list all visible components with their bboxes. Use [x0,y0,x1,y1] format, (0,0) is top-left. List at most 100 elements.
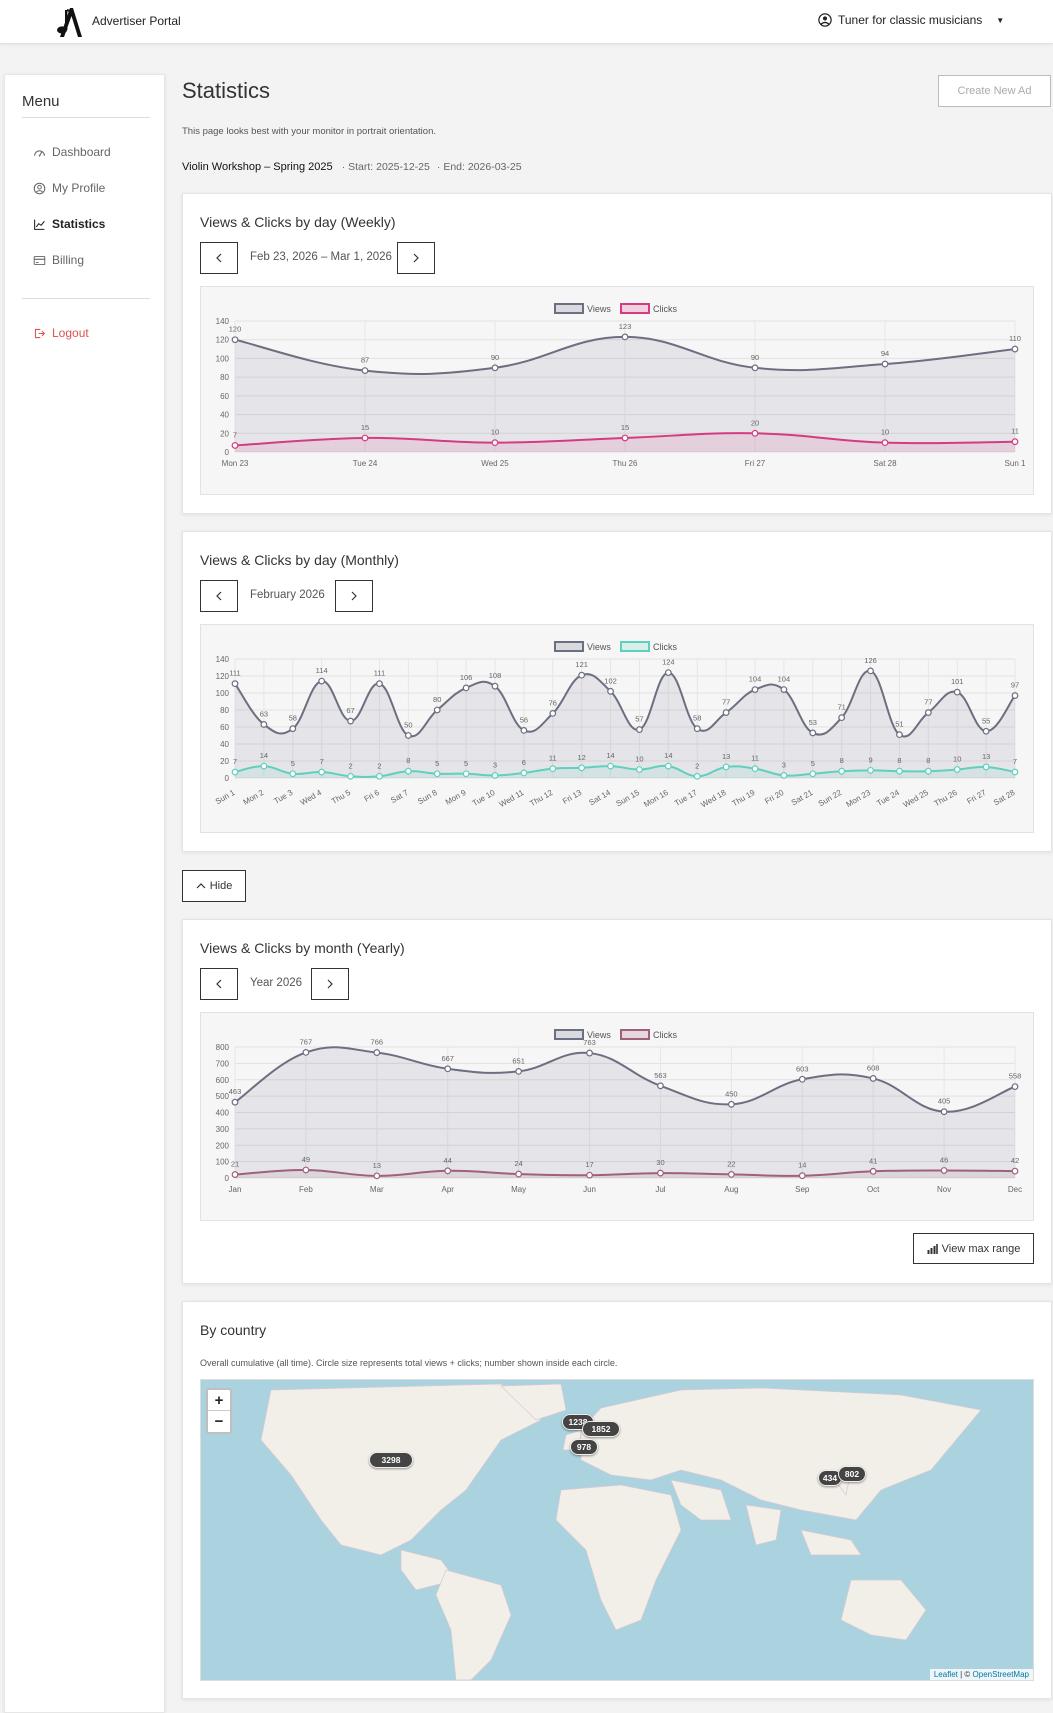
data-label: 9 [868,755,872,764]
data-point [798,1172,806,1180]
data-point [896,731,903,739]
sidebar-item-my-profile[interactable]: My Profile [33,181,105,195]
data-point [953,766,961,773]
country-marker[interactable]: 802 [838,1466,866,1482]
series-area [235,336,1015,452]
leaflet-link[interactable]: Leaflet [933,1670,958,1679]
campaign-start: · Start: 2025-12-25 [341,161,430,173]
zoom-in-button[interactable]: + [208,1390,230,1411]
data-label: 121 [575,660,588,669]
prev-year-button[interactable] [200,968,238,1000]
data-label: 126 [864,656,877,665]
country-card: By country Overall cumulative (all time)… [182,1301,1052,1699]
y-tick-label: 0 [225,774,230,783]
data-label: 763 [583,1038,596,1047]
next-month-button[interactable] [335,580,373,612]
data-point [520,726,528,734]
data-label: 111 [374,669,385,678]
series-line [234,1168,1016,1177]
data-point [982,727,990,735]
data-point [924,709,932,716]
data-point [578,671,586,679]
data-label: 7 [320,757,324,766]
chevron-left-icon [216,979,222,989]
x-tick-label: Sun 8 [416,788,439,807]
country-marker[interactable]: 1852 [582,1421,620,1437]
country-marker[interactable]: 978 [570,1439,598,1455]
data-label: 463 [229,1087,242,1096]
hide-button[interactable]: Hide [182,870,246,902]
data-label: 11 [1011,427,1019,436]
create-new-ad-button[interactable]: Create New Ad [938,75,1051,107]
x-tick-label: Mar [370,1185,384,1194]
data-label: 57 [635,715,643,724]
chevron-right-icon [351,591,357,601]
x-tick-label: Tue 24 [875,788,901,808]
data-point [462,684,470,692]
map-attribution: Leaflet | © OpenStreetMap [929,1669,1033,1680]
data-label: 14 [260,751,268,760]
sidebar-item-dashboard[interactable]: Dashboard [33,145,111,159]
data-point [664,762,672,770]
campaign-end: · End: 2026-03-25 [436,161,522,173]
y-tick-label: 140 [216,655,230,664]
data-label: 6 [522,758,526,767]
next-year-button[interactable] [311,968,349,1000]
y-tick-label: 120 [216,336,230,345]
brand-name[interactable]: Advertiser Portal [92,14,181,28]
data-point [780,686,788,693]
data-label: 76 [549,698,557,707]
data-label: 55 [982,716,990,725]
y-tick-label: 0 [225,448,230,457]
prev-week-button[interactable] [200,242,238,274]
country-map[interactable]: + − 3298 1238 1852 978 434 802 Leaflet |… [200,1379,1034,1681]
data-point [693,772,701,780]
x-tick-label: Thu 26 [613,459,638,468]
user-menu[interactable]: Tuner for classic musicians ▼ [818,13,1004,27]
data-point [347,717,354,725]
chart-legend: Views Clicks [554,641,677,652]
view-max-range-button[interactable]: View max range [913,1233,1034,1264]
legend-label: Clicks [653,642,677,652]
data-point [924,767,932,775]
x-tick-label: Wed 25 [902,788,931,810]
data-label: 7 [233,757,237,766]
data-label: 80 [433,695,441,704]
logout-button[interactable]: Logout [33,326,89,340]
data-label: 123 [619,322,632,331]
data-point [657,1082,664,1090]
country-marker[interactable]: 3298 [369,1452,413,1468]
data-label: 12 [577,753,585,762]
sidebar-item-statistics[interactable]: Statistics [33,217,105,231]
x-tick-label: Sat 28 [873,459,897,468]
data-point [727,1170,735,1178]
prev-month-button[interactable] [200,580,238,612]
legend-swatch [554,303,584,314]
zoom-out-button[interactable]: − [214,1413,224,1430]
hide-label: Hide [209,880,233,892]
yearly-chart-svg: Views Clicks 0 100 200 300 400 500 600 700 800 Jan F… [216,1029,1022,1194]
user-circle-icon [33,182,46,194]
data-point [373,1049,381,1056]
yearly-title: Views & Clicks by month (Yearly) [200,940,405,956]
data-label: 53 [809,718,817,727]
sidebar-item-billing[interactable]: Billing [33,253,84,267]
top-navbar: Advertiser Portal Tuner for classic musi… [0,0,1053,44]
data-point [838,714,846,722]
data-label: 3 [493,760,497,769]
x-tick-label: Sat 14 [588,788,613,808]
data-point [491,364,499,372]
chevron-right-icon [413,253,419,263]
openstreetmap-link[interactable]: OpenStreetMap [972,1670,1029,1679]
x-tick-label: Dec [1008,1185,1022,1194]
data-label: 104 [778,675,791,684]
logo-icon[interactable] [56,4,86,38]
data-point [621,434,629,442]
y-tick-label: 60 [220,723,229,732]
data-point [657,1169,664,1177]
y-tick-label: 300 [216,1125,230,1134]
next-week-button[interactable] [397,242,435,274]
data-point [578,764,586,772]
sidebar-item-label: Dashboard [52,145,111,159]
legend-swatch [554,641,584,652]
